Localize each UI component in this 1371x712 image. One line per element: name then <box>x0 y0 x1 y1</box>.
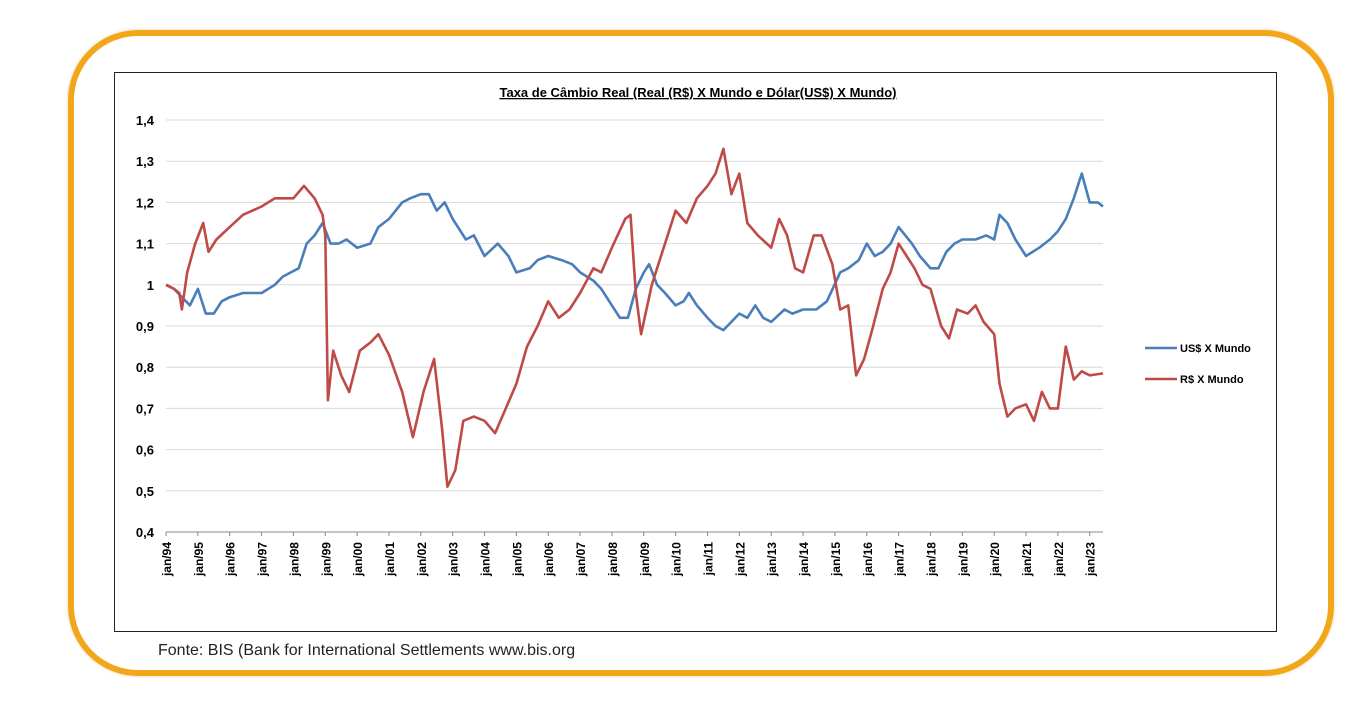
x-tick-label: jan/22 <box>1052 542 1066 577</box>
x-tick-label: jan/12 <box>733 542 747 577</box>
y-tick-label: 0,5 <box>136 484 154 499</box>
line-chart: Taxa de Câmbio Real (Real (R$) X Mundo e… <box>136 85 1251 577</box>
x-tick-label: jan/03 <box>447 542 461 577</box>
y-tick-label: 1,1 <box>136 237 154 252</box>
y-tick-label: 0,4 <box>136 525 155 540</box>
x-tick-label: jan/20 <box>988 542 1002 577</box>
x-tick-label: jan/08 <box>606 542 620 577</box>
decorative-frame <box>68 30 1334 676</box>
y-tick-label: 0,6 <box>136 443 154 458</box>
y-tick-label: 0,9 <box>136 319 154 334</box>
x-tick-label: jan/15 <box>829 542 843 577</box>
x-tick-label: jan/14 <box>797 542 811 577</box>
x-tick-label: jan/95 <box>192 542 206 577</box>
x-tick-label: jan/07 <box>574 542 588 577</box>
y-tick-label: 1,2 <box>136 195 154 210</box>
x-tick-label: jan/18 <box>924 542 938 577</box>
x-tick-label: jan/96 <box>224 542 238 577</box>
legend-label: US$ X Mundo <box>1180 343 1251 355</box>
x-tick-label: jan/98 <box>287 542 301 577</box>
x-tick-label: jan/10 <box>670 542 684 577</box>
x-tick-label: jan/16 <box>861 542 875 577</box>
legend-label: R$ X Mundo <box>1180 374 1244 386</box>
y-tick-label: 1,3 <box>136 154 154 169</box>
chart-container: Taxa de Câmbio Real (Real (R$) X Mundo e… <box>114 72 1277 632</box>
x-tick-label: jan/06 <box>542 542 556 577</box>
series-line-brl <box>165 147 1104 488</box>
x-tick-label: jan/97 <box>256 542 270 577</box>
y-tick-label: 0,8 <box>136 360 154 375</box>
x-tick-label: jan/11 <box>701 542 715 577</box>
x-tick-label: jan/02 <box>415 542 429 577</box>
x-tick-label: jan/00 <box>351 542 365 577</box>
x-tick-label: jan/09 <box>638 542 652 577</box>
x-tick-label: jan/01 <box>383 542 397 577</box>
x-tick-label: jan/23 <box>1084 542 1098 577</box>
x-tick-label: jan/05 <box>510 542 524 577</box>
chart-title: Taxa de Câmbio Real (Real (R$) X Mundo e… <box>499 85 896 100</box>
x-tick-label: jan/04 <box>479 542 493 577</box>
x-tick-label: jan/19 <box>956 542 970 577</box>
x-tick-label: jan/99 <box>319 542 333 577</box>
source-note: Fonte: BIS (Bank for International Settl… <box>158 642 576 659</box>
y-tick-label: 1,4 <box>136 113 155 128</box>
x-tick-label: jan/94 <box>160 542 174 577</box>
series-line-usd <box>165 172 1104 332</box>
x-tick-label: jan/13 <box>765 542 779 577</box>
x-tick-label: jan/21 <box>1020 542 1034 577</box>
y-tick-label: 0,7 <box>136 401 154 416</box>
x-tick-label: jan/17 <box>893 542 907 577</box>
y-tick-label: 1 <box>147 278 154 293</box>
